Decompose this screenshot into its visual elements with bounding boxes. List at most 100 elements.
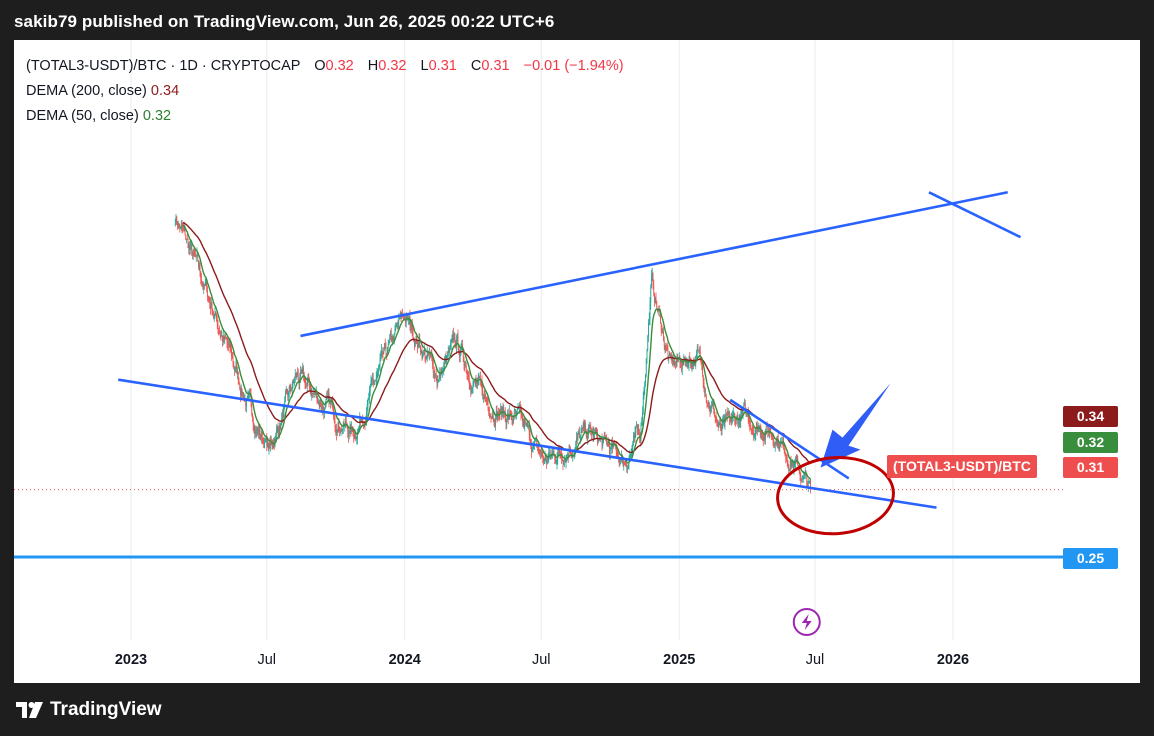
candle-body — [268, 443, 270, 449]
candle-body — [181, 225, 183, 228]
candle-body — [333, 415, 335, 422]
candle-body — [779, 445, 781, 450]
candle-body — [698, 349, 700, 352]
candle-body — [558, 450, 559, 453]
candle-body — [338, 422, 340, 427]
candle-body — [339, 426, 340, 431]
candle-body — [682, 363, 684, 365]
price-chart-svg[interactable] — [14, 40, 1140, 683]
candle-body — [489, 416, 491, 418]
candle-body — [335, 425, 337, 431]
candle-body — [314, 391, 316, 394]
candles[interactable] — [174, 213, 811, 494]
candle-body — [539, 452, 541, 454]
candle-body — [429, 353, 431, 355]
candle-body — [517, 408, 519, 410]
candle-body — [762, 435, 763, 441]
candle-body — [241, 388, 243, 394]
candle-body — [651, 274, 652, 288]
candle-body — [627, 466, 628, 469]
legend-dema200-label[interactable]: DEMA (200, close) — [26, 83, 147, 99]
candle-body — [592, 431, 594, 438]
candle-body — [610, 447, 612, 449]
candle-body — [803, 475, 805, 477]
candle-body — [701, 360, 703, 365]
chart-panel[interactable]: (TOTAL3-USDT)/BTC · 1D · CRYPTOCAP O0.32… — [14, 40, 1140, 683]
candle-body — [457, 335, 459, 346]
candle-body — [358, 425, 360, 429]
annotation-circle[interactable] — [775, 454, 896, 538]
candle-body — [352, 427, 354, 435]
candle-body — [786, 459, 788, 463]
candle-body — [294, 379, 295, 384]
candle-body — [348, 431, 350, 437]
trendline-2[interactable] — [118, 378, 937, 509]
candle-body — [393, 333, 395, 341]
candle-body — [402, 313, 403, 315]
candle-body — [196, 253, 198, 256]
candle-body — [327, 393, 329, 397]
candle-body — [214, 311, 216, 317]
legend-dema50-row: DEMA (50, close) 0.32 — [26, 104, 624, 129]
trendline-3[interactable] — [729, 398, 850, 480]
candle-body — [564, 459, 565, 461]
candle-body — [766, 425, 768, 427]
candle-body — [570, 452, 571, 453]
candle-body — [563, 460, 565, 464]
candle-body — [578, 431, 580, 434]
footer-brand-text: TradingView — [50, 699, 162, 720]
candle-body — [767, 425, 769, 432]
candle-body — [810, 480, 811, 490]
candle-body — [226, 338, 228, 343]
candle-body — [275, 434, 277, 440]
candle-body — [460, 347, 462, 351]
candle-body — [383, 348, 385, 355]
candle-body — [501, 407, 503, 415]
candle-body — [312, 393, 314, 394]
candle-body — [645, 358, 647, 375]
candle-body — [381, 350, 383, 354]
candle-body — [188, 246, 190, 248]
trendline-1[interactable] — [300, 191, 1009, 338]
candle-body — [542, 456, 544, 459]
candle-body — [279, 425, 281, 429]
candle-body — [294, 375, 296, 380]
candle-body — [380, 355, 382, 360]
candle-body — [612, 445, 614, 448]
candle-body — [263, 440, 265, 448]
candle-body — [656, 301, 658, 309]
candle-body — [470, 388, 472, 393]
candle-body — [325, 399, 327, 404]
candle-body — [528, 424, 529, 426]
candle-body — [509, 410, 511, 414]
candle-body — [388, 341, 390, 345]
footer-brand[interactable]: TradingView — [16, 699, 162, 721]
trendline-4[interactable] — [928, 191, 1022, 239]
dema200-line[interactable] — [182, 222, 812, 465]
candle-body — [267, 441, 268, 447]
candle-body — [789, 468, 790, 471]
x-tick-label: 2024 — [388, 652, 421, 668]
candle-body — [795, 456, 797, 461]
candle-body — [526, 423, 528, 427]
candle-body — [257, 428, 259, 431]
legend-symbol[interactable]: (TOTAL3-USDT)/BTC · 1D · CRYPTOCAP — [26, 58, 301, 74]
candle-body — [728, 411, 730, 416]
candle-body — [567, 454, 568, 457]
candle-body — [204, 284, 205, 286]
annotation-arrow-icon[interactable] — [820, 383, 891, 468]
candle-body — [282, 411, 284, 420]
candle-body — [730, 419, 732, 422]
candle-body — [417, 341, 419, 348]
candle-body — [596, 429, 598, 435]
candle-body — [661, 331, 663, 332]
dema50-line[interactable] — [182, 224, 812, 481]
candle-body — [398, 318, 400, 325]
candle-body — [787, 462, 789, 469]
candle-body — [515, 412, 517, 415]
candle-body — [776, 439, 778, 446]
candle-body — [777, 438, 778, 446]
legend-dema50-label[interactable]: DEMA (50, close) — [26, 108, 139, 124]
candle-body — [634, 432, 636, 438]
candle-body — [650, 287, 652, 304]
